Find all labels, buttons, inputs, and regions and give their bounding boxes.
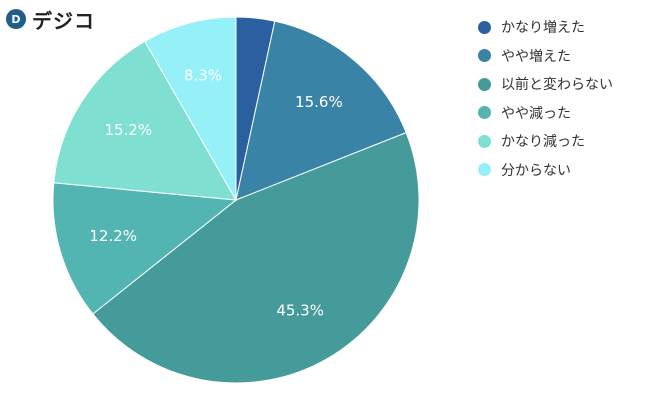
legend-item: やや増えた: [478, 43, 648, 69]
slice-data-label: 12.2%: [89, 227, 137, 245]
legend-item: 以前と変わらない: [478, 71, 648, 97]
legend-label: 以前と変わらない: [501, 77, 613, 94]
legend-swatch: [478, 163, 491, 177]
legend-swatch: [478, 134, 491, 148]
pie-slice: [92, 131, 420, 384]
slice-data-label: 15.6%: [295, 93, 343, 111]
pie-slice: [52, 182, 238, 315]
slice-data-label: 8.3%: [184, 67, 222, 85]
legend-item: かなり増えた: [478, 14, 648, 40]
legend-label: 分からない: [501, 162, 571, 179]
legend-item: やや減った: [478, 100, 648, 126]
pie-slice: [144, 16, 237, 202]
brand-logo: D デジコ: [6, 6, 95, 33]
pie-slice: [53, 40, 237, 201]
legend-swatch: [478, 20, 491, 34]
legend-item: かなり減った: [478, 128, 648, 154]
legend-label: かなり減った: [501, 134, 585, 151]
logo-text: デジコ: [32, 8, 95, 33]
logo-mark-icon: D: [6, 9, 26, 29]
chart-legend: かなり増えた やや増えた 以前と変わらない やや減った かなり減った 分からない: [478, 14, 648, 186]
pie-slice: [235, 20, 407, 201]
legend-label: やや減った: [501, 105, 571, 122]
slice-data-label: 45.3%: [276, 301, 324, 319]
legend-swatch: [478, 106, 491, 120]
legend-swatch: [478, 77, 491, 91]
legend-label: かなり増えた: [501, 20, 585, 36]
legend-item: 分からない: [478, 157, 648, 183]
slice-data-label: 15.2%: [104, 121, 152, 139]
legend-label: やや増えた: [501, 48, 571, 65]
legend-swatch: [478, 49, 491, 63]
